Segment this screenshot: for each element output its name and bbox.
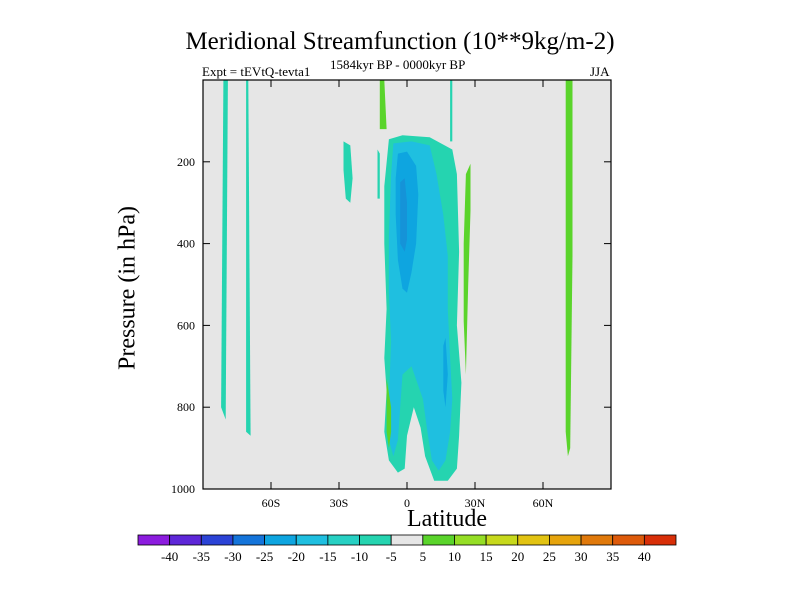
- colorbar-swatch: [200, 534, 234, 546]
- colorbar-swatch: [517, 534, 550, 546]
- contour-region-green-strip-25n: [463, 163, 471, 375]
- colorbar-swatch: [232, 534, 265, 546]
- contour-region-cyan-patch-27s: [343, 141, 353, 203]
- contour-region-green-patch-12s: [379, 80, 387, 130]
- colorbar-swatch: [580, 534, 614, 546]
- colorbar-swatch: [549, 534, 582, 546]
- colorbar-swatch: [643, 534, 677, 546]
- colorbar-swatch: [390, 534, 424, 546]
- contour-region-blue-core-inner: [400, 178, 407, 252]
- colorbar-label: -10: [351, 549, 368, 564]
- contour-region-cyan-patch-13s: [377, 149, 380, 199]
- period-label: 1584kyr BP - 0000kyr BP: [330, 57, 466, 72]
- season-label: JJA: [590, 64, 610, 79]
- colorbar-label: 35: [606, 549, 619, 564]
- contour-fills: [221, 80, 573, 481]
- colorbar-label: -30: [224, 549, 241, 564]
- x-tick-label: 60S: [262, 496, 281, 510]
- colorbar-label: -25: [256, 549, 273, 564]
- x-tick-label: 0: [404, 496, 410, 510]
- x-tick-label: 30S: [330, 496, 349, 510]
- contour-region-blue-small-17n: [443, 337, 448, 408]
- colorbar-label: -20: [288, 549, 305, 564]
- y-tick-label: 800: [177, 400, 195, 414]
- colorbar-swatch: [612, 534, 645, 546]
- colorbar-label: 40: [638, 549, 651, 564]
- colorbar-label: -40: [161, 549, 178, 564]
- contour-region-green-patch-9s: [386, 378, 392, 449]
- colorbar-swatch: [422, 534, 455, 546]
- colorbar-label: 5: [420, 549, 427, 564]
- colorbar-swatch: [359, 534, 392, 546]
- y-tick-label: 1000: [171, 482, 195, 496]
- colorbar-swatch: [454, 534, 487, 546]
- y-tick-label: 400: [177, 237, 195, 251]
- x-axis-label: Latitude: [407, 506, 487, 532]
- x-tick-label: 30N: [465, 496, 486, 510]
- colorbar-swatch: [137, 534, 171, 546]
- x-tick-label: 60N: [533, 496, 554, 510]
- colorbar-label: 15: [480, 549, 493, 564]
- chart-title: Meridional Streamfunction (10**9kg/m-2): [185, 28, 615, 55]
- colorbar-label: 20: [511, 549, 524, 564]
- contour-region-green-strip-71n: [565, 80, 573, 457]
- colorbar-swatch: [327, 534, 360, 546]
- colorbar-swatch: [295, 534, 329, 546]
- contour-region-cyan-strip-80s: [221, 80, 228, 420]
- colorbar-label: 10: [448, 549, 461, 564]
- colorbar-label: -15: [319, 549, 336, 564]
- colorbar-swatch: [485, 534, 519, 546]
- colorbar-swatch: [264, 534, 297, 546]
- contour-region-cyan-strip-70s: [246, 80, 251, 436]
- colorbar-label: 25: [543, 549, 556, 564]
- colorbar-label: -5: [386, 549, 397, 564]
- colorbar-label: -35: [193, 549, 210, 564]
- contour-region-cyan-tongue-20n: [450, 80, 453, 142]
- y-tick-label: 200: [177, 155, 195, 169]
- colorbar-label: 30: [575, 549, 588, 564]
- colorbar-swatch: [169, 534, 202, 546]
- experiment-label: Expt = tEVtQ-tevta1: [202, 64, 311, 79]
- y-tick-label: 600: [177, 318, 195, 332]
